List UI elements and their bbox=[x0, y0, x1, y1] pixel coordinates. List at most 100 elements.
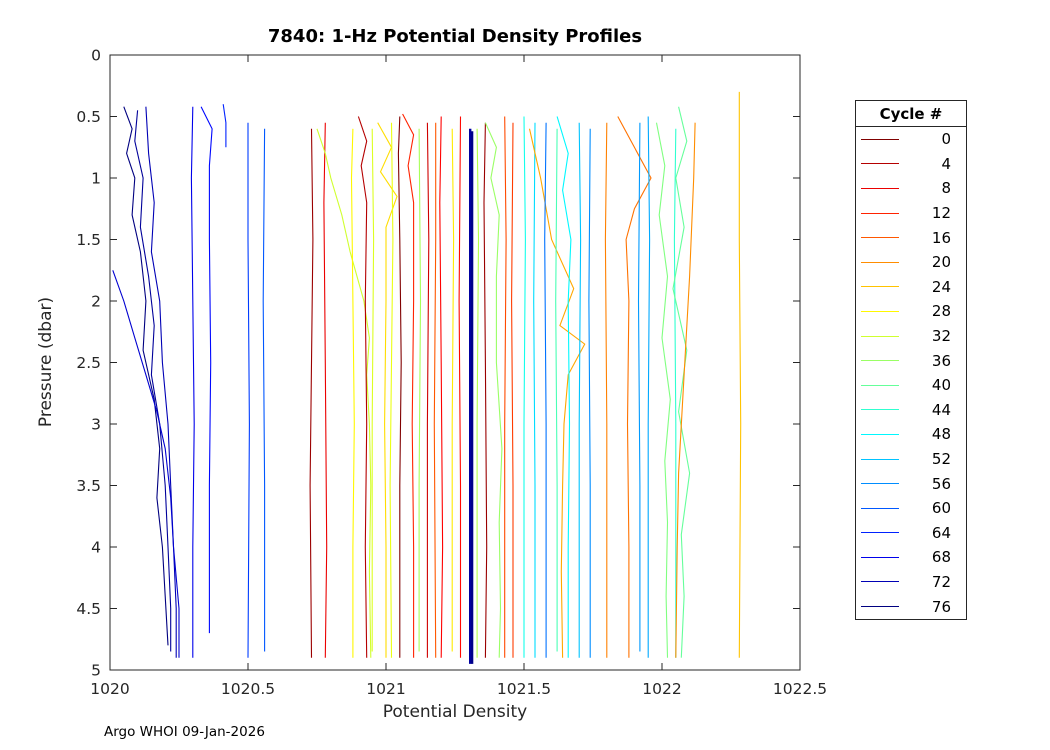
profile-line-cycle-12 bbox=[402, 113, 415, 658]
legend-line-sample bbox=[861, 261, 899, 263]
profile-line-cycle-38 bbox=[655, 122, 671, 658]
profile-line-cycle-56 bbox=[588, 128, 591, 658]
profile-line-cycle-62 bbox=[247, 122, 250, 658]
legend-line-sample bbox=[861, 237, 899, 239]
x-tick-label: 1021.5 bbox=[497, 680, 551, 698]
profile-line-cycle-30 bbox=[389, 122, 394, 658]
legend-entry-label: 32 bbox=[931, 327, 951, 346]
legend-entry-0: 0 bbox=[856, 127, 966, 152]
legend-entry-label: 28 bbox=[931, 302, 951, 321]
profile-line-cycle-58 bbox=[544, 122, 547, 658]
profile-line-cycle-72 bbox=[145, 106, 177, 658]
legend-entry-56: 56 bbox=[856, 471, 966, 496]
profile-line-cycle-31 bbox=[371, 128, 375, 652]
x-tick-label: 1021 bbox=[366, 680, 405, 698]
legend-entry-label: 40 bbox=[931, 376, 951, 395]
y-tick-label: 2 bbox=[91, 293, 101, 311]
legend-line-sample bbox=[861, 483, 899, 485]
watermark-text: Argo WHOI 09-Jan-2026 bbox=[104, 724, 265, 740]
profile-line-cycle-26 bbox=[377, 122, 398, 658]
legend-entry-72: 72 bbox=[856, 570, 966, 595]
y-tick-label: 2.5 bbox=[76, 354, 101, 372]
x-tick-label: 1022 bbox=[642, 680, 681, 698]
x-tick-label: 1022.5 bbox=[773, 680, 827, 698]
profile-line-cycle-48 bbox=[556, 116, 572, 658]
legend-line-sample bbox=[861, 138, 899, 140]
legend-entry-label: 8 bbox=[941, 179, 951, 198]
legend-line-sample bbox=[861, 606, 899, 608]
legend-line-sample bbox=[861, 212, 899, 214]
profile-line-cycle-15 bbox=[504, 116, 507, 658]
profile-line-cycle-14 bbox=[511, 122, 514, 658]
legend-entry-label: 56 bbox=[931, 474, 951, 493]
legend-line-sample bbox=[861, 581, 899, 583]
profile-line-cycle-8 bbox=[323, 122, 328, 658]
legend-line-sample bbox=[861, 384, 899, 386]
profile-line-cycle-34 bbox=[476, 128, 480, 658]
profile-line-cycle-74 bbox=[134, 110, 172, 652]
y-tick-label: 3 bbox=[91, 416, 101, 434]
legend-entry-label: 48 bbox=[931, 425, 951, 444]
legend-entry-12: 12 bbox=[856, 201, 966, 226]
legend-entry-28: 28 bbox=[856, 299, 966, 324]
legend-line-sample bbox=[861, 335, 899, 337]
legend: Cycle # 0 4 8 12 16 20 24 28 32 36 40 44 48 52 56 60 64 6… bbox=[855, 100, 967, 620]
legend-entry-32: 32 bbox=[856, 324, 966, 349]
legend-entry-label: 64 bbox=[931, 523, 951, 542]
profile-line-cycle-28 bbox=[350, 128, 355, 658]
profile-line-cycle-44 bbox=[673, 128, 677, 658]
legend-entry-68: 68 bbox=[856, 545, 966, 570]
legend-entry-label: 68 bbox=[931, 548, 951, 567]
profile-line-cycle-0 bbox=[397, 116, 402, 658]
legend-title: Cycle # bbox=[856, 101, 966, 127]
legend-line-sample bbox=[861, 163, 899, 165]
y-tick-label: 4.5 bbox=[76, 600, 101, 618]
legend-entry-label: 0 bbox=[941, 130, 951, 149]
y-tick-label: 4 bbox=[91, 539, 101, 557]
legend-entry-label: 20 bbox=[931, 253, 951, 272]
legend-entry-40: 40 bbox=[856, 373, 966, 398]
y-tick-label: 1 bbox=[91, 170, 101, 188]
legend-line-sample bbox=[861, 310, 899, 312]
legend-line-sample bbox=[861, 286, 899, 288]
legend-entry-label: 24 bbox=[931, 277, 951, 296]
profile-line-cycle-27 bbox=[451, 128, 455, 652]
legend-entry-label: 12 bbox=[931, 204, 951, 223]
y-tick-label: 5 bbox=[91, 662, 101, 680]
profile-line-cycle-76 bbox=[123, 106, 169, 646]
profile-line-cycle-52 bbox=[578, 122, 582, 658]
axes-box bbox=[109, 54, 801, 671]
legend-entry-24: 24 bbox=[856, 275, 966, 300]
profile-line-cycle-60 bbox=[262, 128, 266, 652]
y-tick-label: 0 bbox=[91, 47, 101, 65]
legend-entry-48: 48 bbox=[856, 422, 966, 447]
legend-entry-16: 16 bbox=[856, 225, 966, 250]
profile-line-cycle-35 bbox=[418, 128, 422, 652]
legend-entry-label: 52 bbox=[931, 450, 951, 469]
profile-line-cycle-42 bbox=[555, 128, 558, 652]
legend-entry-20: 20 bbox=[856, 250, 966, 275]
profile-line-cycle-70 bbox=[112, 270, 180, 658]
x-tick-label: 1020 bbox=[90, 680, 129, 698]
profile-line-cycle-18 bbox=[617, 116, 652, 658]
legend-line-sample bbox=[861, 556, 899, 558]
profile-line-cycle-9 bbox=[439, 116, 444, 658]
legend-entry-8: 8 bbox=[856, 176, 966, 201]
profile-line-cycle-2 bbox=[309, 128, 314, 658]
legend-entry-36: 36 bbox=[856, 348, 966, 373]
profile-line-cycle-6 bbox=[426, 122, 430, 658]
profile-line-cycle-55 bbox=[637, 122, 641, 652]
legend-line-sample bbox=[861, 360, 899, 362]
y-axis-label: Pressure (dbar) bbox=[36, 296, 56, 428]
legend-line-sample bbox=[861, 507, 899, 509]
legend-entry-label: 16 bbox=[931, 228, 951, 247]
profile-line-cycle-24 bbox=[738, 91, 742, 658]
legend-line-sample bbox=[861, 458, 899, 460]
profile-line-cycle-64 bbox=[222, 104, 227, 148]
legend-entries: 0 4 8 12 16 20 24 28 32 36 40 44 48 52 56 60 64 68 72 76 bbox=[856, 127, 966, 619]
legend-entry-44: 44 bbox=[856, 398, 966, 423]
y-tick-label: 1.5 bbox=[76, 231, 101, 249]
legend-line-sample bbox=[861, 409, 899, 411]
legend-entry-label: 76 bbox=[931, 597, 951, 616]
